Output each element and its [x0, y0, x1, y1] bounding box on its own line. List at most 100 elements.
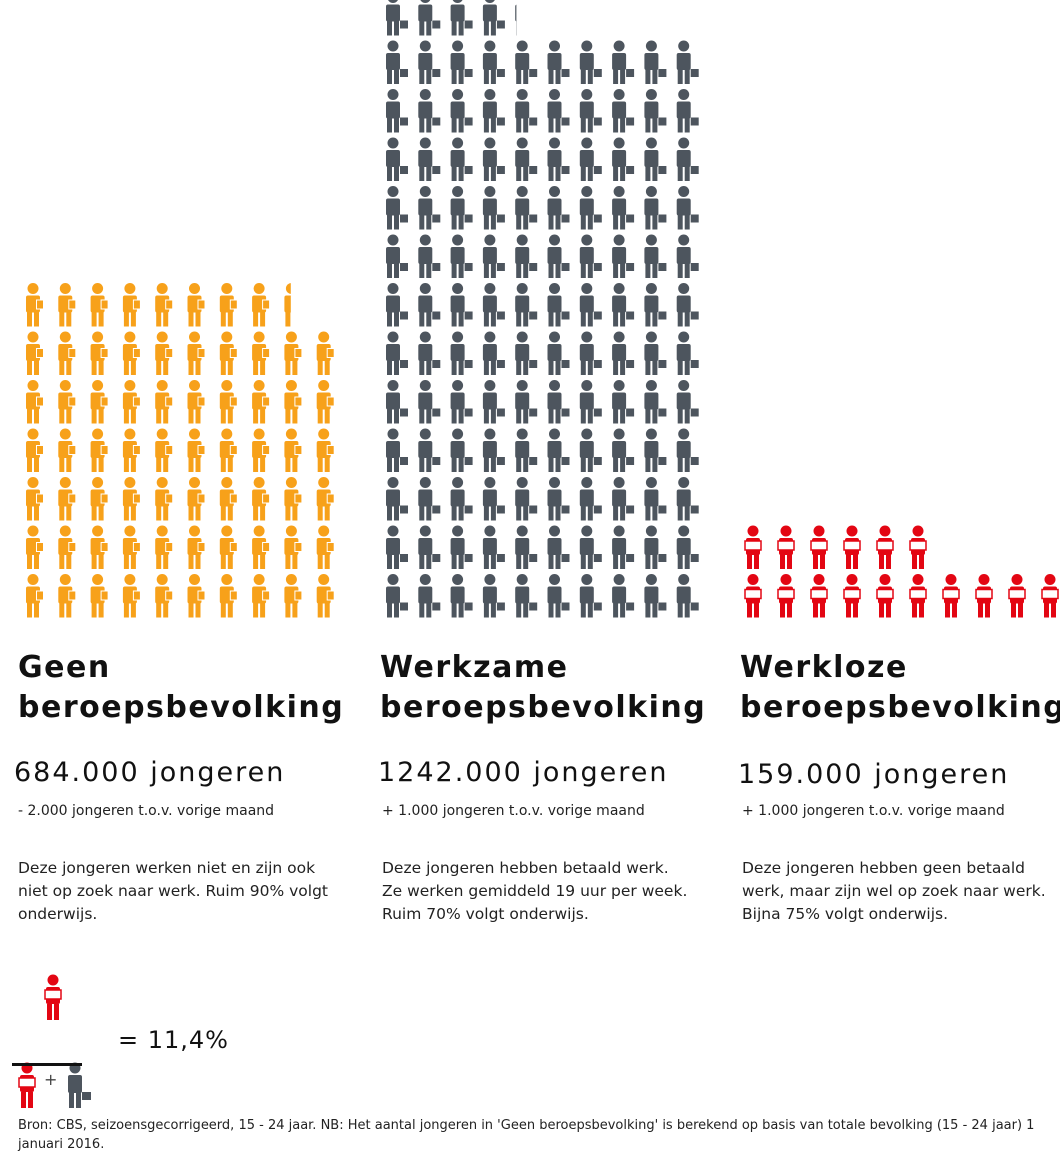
pictogram-geen-person-icon [155, 477, 174, 521]
pictogram-werkzame-person-icon [482, 89, 505, 133]
pictogram-werkloze-person-icon [777, 525, 795, 569]
pictogram-geen-person-icon [284, 283, 291, 327]
pictogram-werkzame-person-icon [450, 477, 473, 521]
pictogram-werkzame-person-icon [450, 380, 473, 424]
pictogram-werkzame-person-icon [547, 380, 570, 424]
pictogram-werkzame-person-icon [418, 525, 441, 569]
pictogram-werkloze-person-icon [777, 574, 795, 618]
pictogram-werkzame-person-icon [386, 40, 408, 84]
pictogram-geen-person-icon [58, 574, 77, 618]
pictogram-werkzame-person-icon [612, 234, 635, 278]
pictogram-geen-person-icon [122, 380, 141, 424]
pictogram-werkzame-person-icon [644, 331, 667, 375]
pictogram-geen-person-icon [26, 525, 44, 569]
pictogram-werkzame-person-icon [644, 525, 667, 569]
pictogram-geen-person-icon [58, 428, 77, 472]
pictogram-werkzame-person-icon [450, 331, 473, 375]
pictogram-werkzame-person-icon [515, 4, 517, 36]
pictogram-werkzame-person-icon [547, 186, 570, 230]
pictogram-werkloze-person-icon [975, 574, 993, 618]
pictogram-werkzame-person-icon [386, 380, 408, 424]
pictogram-geen-person-icon [252, 283, 271, 327]
pictogram-geen-person-icon [219, 283, 238, 327]
pictogram-geen-person-icon [90, 525, 109, 569]
pictogram-geen-person-icon [122, 574, 141, 618]
pictogram-werkzame-person-icon [515, 574, 538, 618]
pictogram-werkzame-person-icon [676, 428, 699, 472]
numerator-unemployed-icon [44, 974, 62, 1020]
pictogram-werkzame-person-icon [482, 525, 505, 569]
pictogram-werkloze-person-icon [843, 574, 861, 618]
pictogram-werkzame-person-icon [418, 40, 441, 84]
pictogram-werkzame-person-icon [612, 331, 635, 375]
pictogram-werkloze-person-icon [942, 574, 960, 618]
pictogram-werkzame-person-icon [515, 40, 538, 84]
description-werkloze: Deze jongeren hebben geen betaald werk, … [742, 859, 1046, 923]
pictogram-werkzame-person-icon [482, 331, 505, 375]
denominator-employed-icon [68, 1062, 91, 1108]
heading-geen-line1: Geen [18, 650, 111, 685]
pictogram-geen-person-icon [122, 428, 141, 472]
pictogram-werkzame-person-icon [482, 574, 505, 618]
pictogram-geen-person-icon [219, 477, 238, 521]
pictogram-werkzame-person-icon [450, 89, 473, 133]
heading-werkloze: Werkloze beroepsbevolking [740, 648, 1060, 728]
pictogram-werkzame-person-icon [450, 40, 473, 84]
pictogram-werkzame-person-icon [515, 234, 538, 278]
pictogram-geen-person-icon [90, 428, 109, 472]
pictogram-geen-person-icon [252, 574, 271, 618]
pictogram-werkzame-person-icon [386, 0, 408, 36]
pictogram-werkzame-person-icon [418, 331, 441, 375]
pictogram-werkzame-person-icon [644, 89, 667, 133]
pictogram-geen-person-icon [316, 574, 335, 618]
pictogram-werkzame-person-icon [644, 283, 667, 327]
pictogram-werkzame-person-icon [547, 525, 570, 569]
pictogram-werkzame-person-icon [612, 137, 635, 181]
heading-werkzame-line1: Werkzame [380, 650, 569, 685]
pictogram-geen-person-icon [219, 428, 238, 472]
heading-geen-line2: beroepsbevolking [18, 690, 345, 725]
pictogram-geen-person-icon [219, 380, 238, 424]
pictogram-werkzame-person-icon [386, 283, 408, 327]
pictogram-werkzame-person-icon [612, 380, 635, 424]
pictogram-werkloze-person-icon [876, 574, 894, 618]
pictogram-werkzame-person-icon [386, 477, 408, 521]
pictogram-werkzame-person-icon [676, 477, 699, 521]
pictogram-geen-person-icon [187, 428, 206, 472]
pictogram-werkzame-person-icon [612, 283, 635, 327]
pictogram-geen-person-icon [187, 380, 206, 424]
pictogram-werkzame-person-icon [386, 186, 408, 230]
pictogram-werkzame-person-icon [482, 186, 505, 230]
pictogram-werkzame-person-icon [644, 186, 667, 230]
pictogram-werkzame-person-icon [386, 525, 408, 569]
pictogram-werkzame-person-icon [450, 428, 473, 472]
pictogram-werkzame-person-icon [676, 380, 699, 424]
pictogram-werkzame-person-icon [418, 283, 441, 327]
pictogram-werkzame-person-icon [676, 331, 699, 375]
pictogram-werkzame-person-icon [450, 137, 473, 181]
pictogram-geen-person-icon [219, 525, 238, 569]
pictogram-werkzame-person-icon [579, 234, 602, 278]
pictogram-werkzame-person-icon [676, 283, 699, 327]
pictogram-geen-person-icon [26, 428, 44, 472]
pictogram-werkzame-person-icon [612, 574, 635, 618]
pictogram-geen-person-icon [26, 380, 44, 424]
pictogram-geen-person-icon [90, 331, 109, 375]
heading-geen: Geen beroepsbevolking [18, 648, 344, 728]
pictogram-geen-person-icon [155, 331, 174, 375]
pictogram-geen-person-icon [122, 525, 141, 569]
pictogram-werkzame-person-icon [547, 477, 570, 521]
pictogram-werkzame-person-icon [482, 283, 505, 327]
change-werkloze: + 1.000 jongeren t.o.v. vorige maand [742, 803, 1005, 819]
description-werkzame: Deze jongeren hebben betaald werk. Ze we… [382, 859, 688, 923]
pictogram-werkzame-person-icon [612, 89, 635, 133]
pictogram-geen-person-icon [187, 331, 206, 375]
pictogram-werkzame-person-icon [418, 137, 441, 181]
pictogram-geen-person-icon [26, 283, 44, 327]
pictogram-werkzame-person-icon [547, 331, 570, 375]
pictogram-geen-person-icon [155, 428, 174, 472]
pictogram-werkzame-person-icon [418, 186, 441, 230]
pictogram-geen-person-icon [58, 477, 77, 521]
pictogram-werkzame-person-icon [644, 477, 667, 521]
pictogram-werkzame-person-icon [579, 428, 602, 472]
